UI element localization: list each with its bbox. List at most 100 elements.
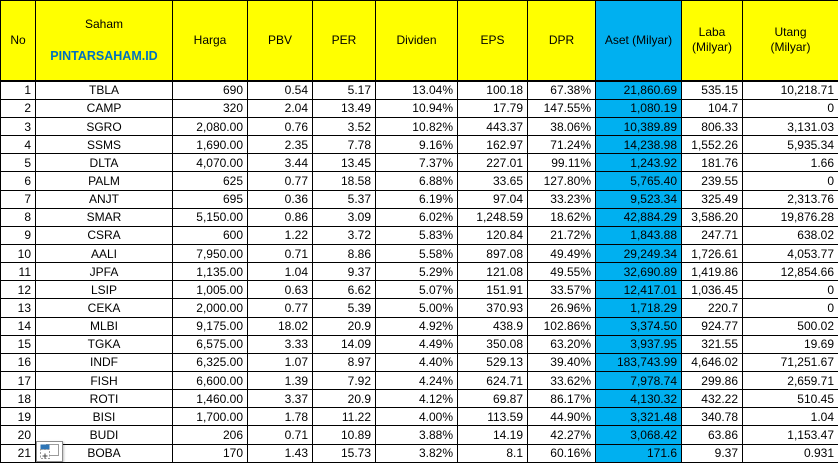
cell-dividen[interactable]: 10.94% [375,98,458,119]
cell-per[interactable]: 20.9 [312,316,376,336]
cell-aset[interactable]: 171.6 [595,443,682,463]
cell-utang[interactable]: 12,854.66 [742,262,838,282]
cell-harga[interactable]: 600 [172,225,248,246]
cell-dpr[interactable]: 39.40% [527,352,596,372]
cell-harga[interactable]: 695 [172,189,248,209]
cell-saham[interactable]: MLBI [35,316,173,336]
cell-utang[interactable]: 0 [742,298,838,318]
cell-aset[interactable]: 1,843.88 [595,225,682,246]
cell-aset[interactable]: 3,068.42 [595,425,682,445]
cell-no[interactable]: 3 [0,117,36,137]
cell-aset[interactable]: 1,718.29 [595,298,682,318]
cell-aset[interactable]: 9,523.34 [595,189,682,209]
cell-utang[interactable]: 2,659.71 [742,370,838,391]
cell-no[interactable]: 10 [0,243,36,264]
cell-per[interactable]: 5.37 [312,189,376,209]
cell-dpr[interactable]: 33.57% [527,280,596,300]
cell-no[interactable]: 2 [0,98,36,119]
cell-laba[interactable]: 1,036.45 [681,280,743,300]
header-utang[interactable]: Utang (Milyar) [742,0,838,82]
cell-dpr[interactable]: 71.24% [527,135,596,155]
cell-per[interactable]: 14.09 [312,334,376,354]
cell-aset[interactable]: 10,389.89 [595,117,682,137]
cell-saham[interactable]: SGRO [35,117,173,137]
cell-harga[interactable]: 1,135.00 [172,262,248,282]
cell-harga[interactable]: 5,150.00 [172,207,248,227]
cell-dividen[interactable]: 4.24% [375,370,458,391]
cell-saham[interactable]: AALI [35,243,173,264]
cell-pbv[interactable]: 1.78 [247,407,313,427]
cell-laba[interactable]: 9.37 [681,443,743,463]
cell-saham[interactable]: SMAR [35,207,173,227]
cell-pbv[interactable]: 1.07 [247,352,313,372]
cell-utang[interactable]: 510.45 [742,389,838,409]
cell-utang[interactable]: 71,251.67 [742,352,838,372]
cell-harga[interactable]: 6,325.00 [172,352,248,372]
header-no[interactable]: No [0,0,36,82]
cell-no[interactable]: 9 [0,225,36,246]
cell-saham[interactable]: TBLA [35,80,173,100]
cell-dividen[interactable]: 4.12% [375,389,458,409]
cell-aset[interactable]: 12,417.01 [595,280,682,300]
cell-no[interactable]: 18 [0,389,36,409]
cell-laba[interactable]: 104.7 [681,98,743,119]
cell-pbv[interactable]: 3.37 [247,389,313,409]
cell-pbv[interactable]: 1.39 [247,370,313,391]
cell-eps[interactable]: 350.08 [457,334,528,354]
cell-dividen[interactable]: 6.88% [375,171,458,191]
cell-saham[interactable]: FISH [35,370,173,391]
cell-dpr[interactable]: 63.20% [527,334,596,354]
header-harga[interactable]: Harga [172,0,248,82]
cell-utang[interactable]: 19.69 [742,334,838,354]
cell-dividen[interactable]: 9.16% [375,135,458,155]
cell-eps[interactable]: 69.87 [457,389,528,409]
cell-dpr[interactable]: 49.55% [527,262,596,282]
cell-harga[interactable]: 1,005.00 [172,280,248,300]
cell-per[interactable]: 3.52 [312,117,376,137]
cell-utang[interactable]: 5,935.34 [742,135,838,155]
cell-eps[interactable]: 162.97 [457,135,528,155]
cell-dpr[interactable]: 99.11% [527,153,596,173]
cell-no[interactable]: 17 [0,370,36,391]
cell-dividen[interactable]: 4.40% [375,352,458,372]
cell-utang[interactable]: 4,053.77 [742,243,838,264]
cell-laba[interactable]: 1,726.61 [681,243,743,264]
cell-laba[interactable]: 432.22 [681,389,743,409]
cell-no[interactable]: 14 [0,316,36,336]
cell-utang[interactable]: 2,313.76 [742,189,838,209]
cell-no[interactable]: 21 [0,443,36,463]
cell-dpr[interactable]: 18.62% [527,207,596,227]
cell-pbv[interactable]: 0.77 [247,171,313,191]
cell-per[interactable]: 13.49 [312,98,376,119]
cell-laba[interactable]: 340.78 [681,407,743,427]
cell-aset[interactable]: 1,243.92 [595,153,682,173]
cell-per[interactable]: 10.89 [312,425,376,445]
cell-laba[interactable]: 4,646.02 [681,352,743,372]
cell-pbv[interactable]: 3.33 [247,334,313,354]
cell-laba[interactable]: 1,552.26 [681,135,743,155]
cell-dpr[interactable]: 44.90% [527,407,596,427]
cell-utang[interactable]: 638.02 [742,225,838,246]
cell-saham[interactable]: CAMP [35,98,173,119]
cell-per[interactable]: 8.86 [312,243,376,264]
cell-dividen[interactable]: 4.49% [375,334,458,354]
cell-saham[interactable]: CEKA [35,298,173,318]
cell-no[interactable]: 16 [0,352,36,372]
cell-no[interactable]: 5 [0,153,36,173]
cell-laba[interactable]: 299.86 [681,370,743,391]
cell-no[interactable]: 19 [0,407,36,427]
header-dividen[interactable]: Dividen [375,0,458,82]
cell-laba[interactable]: 321.55 [681,334,743,354]
cell-eps[interactable]: 1,248.59 [457,207,528,227]
cell-utang[interactable]: 19,876.28 [742,207,838,227]
cell-eps[interactable]: 113.59 [457,407,528,427]
cell-per[interactable]: 13.45 [312,153,376,173]
cell-laba[interactable]: 63.86 [681,425,743,445]
cell-aset[interactable]: 4,130.32 [595,389,682,409]
cell-eps[interactable]: 8.1 [457,443,528,463]
cell-eps[interactable]: 100.18 [457,80,528,100]
cell-utang[interactable]: 0.931 [742,443,838,463]
cell-per[interactable]: 7.78 [312,135,376,155]
cell-eps[interactable]: 624.71 [457,370,528,391]
paste-options-icon[interactable] [36,441,63,462]
